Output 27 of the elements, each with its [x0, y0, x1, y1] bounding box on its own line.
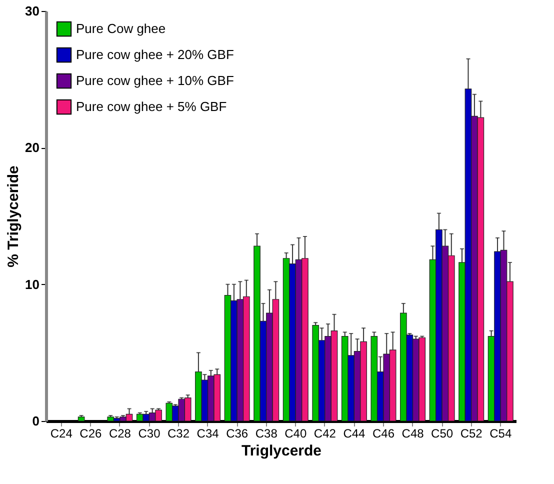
x-tick-label: C38 [255, 426, 278, 440]
y-tick-label: 20 [25, 140, 40, 156]
x-axis-title: Triglycerde [241, 442, 322, 460]
x-tick-label: C32 [168, 426, 190, 440]
x-tick-label: C40 [284, 426, 307, 440]
y-tick-label: 10 [25, 276, 40, 292]
x-tick-label: C24 [50, 426, 73, 440]
x-tick-label: C28 [108, 426, 132, 440]
x-tick-label: C34 [196, 426, 220, 440]
legend-label: Pure cow ghee + 10% GBF [76, 73, 234, 88]
x-tick-label: C52 [460, 426, 483, 440]
y-tick-label: 30 [25, 4, 40, 18]
y-axis-title: % Triglyceride [5, 166, 22, 268]
x-tick-label: C46 [372, 426, 395, 440]
x-tick-label: C44 [343, 426, 366, 440]
y-tick-label: 0 [32, 414, 40, 428]
legend-label: Pure cow ghee + 20% GBF [76, 47, 234, 62]
x-tick-label: C26 [80, 426, 102, 440]
x-tick-label: C48 [402, 426, 424, 440]
x-tick-label: C36 [226, 426, 248, 440]
x-tick-label: C50 [431, 426, 454, 440]
x-tick-label: C42 [314, 426, 336, 440]
x-tick-label: C30 [138, 426, 161, 440]
legend-label: Pure Cow ghee [76, 21, 166, 36]
x-tick-label: C54 [490, 426, 512, 440]
legend-label: Pure cow ghee + 5% GBF [76, 99, 227, 114]
bar [78, 416, 85, 422]
